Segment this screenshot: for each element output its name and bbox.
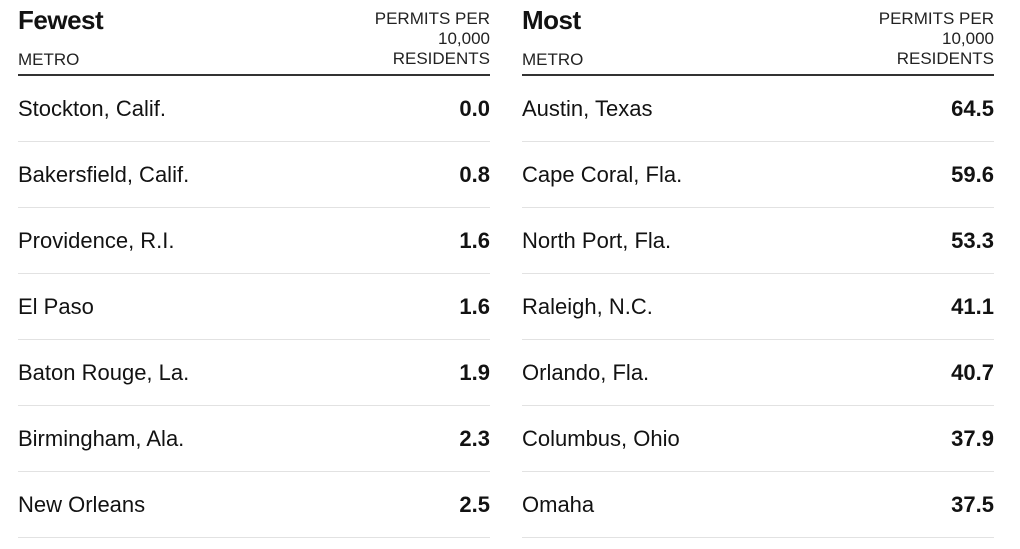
permits-value: 2.5 — [459, 491, 490, 517]
table-row: Baton Rouge, La. 1.9 — [18, 340, 490, 406]
permits-value: 41.1 — [951, 293, 994, 319]
permits-value: 1.9 — [459, 359, 490, 385]
permits-value: 40.7 — [951, 359, 994, 385]
most-table-header: Most METRO PERMITS PER 10,000 RESIDENTS — [522, 4, 994, 76]
permits-value: 37.5 — [951, 491, 994, 517]
table-row: North Port, Fla. 53.3 — [522, 208, 994, 274]
permit-tables: Fewest METRO PERMITS PER 10,000 RESIDENT… — [18, 4, 994, 538]
permits-value: 37.9 — [951, 425, 994, 451]
fewest-table-header: Fewest METRO PERMITS PER 10,000 RESIDENT… — [18, 4, 490, 76]
table-row: El Paso 1.6 — [18, 274, 490, 340]
fewest-table-rows: Stockton, Calif. 0.0 Bakersfield, Calif.… — [18, 76, 490, 538]
metro-name: Bakersfield, Calif. — [18, 161, 190, 187]
metro-name: Columbus, Ohio — [522, 425, 680, 451]
permits-value: 59.6 — [951, 161, 994, 187]
metro-name: Orlando, Fla. — [522, 359, 650, 385]
permits-value: 53.3 — [951, 227, 994, 253]
metro-name: North Port, Fla. — [522, 227, 672, 253]
table-row: Raleigh, N.C. 41.1 — [522, 274, 994, 340]
table-row: Bakersfield, Calif. 0.8 — [18, 142, 490, 208]
most-permits-column-header: PERMITS PER 10,000 RESIDENTS — [878, 9, 994, 68]
metro-name: Austin, Texas — [522, 95, 653, 121]
permits-value: 1.6 — [459, 293, 490, 319]
metro-name: Providence, R.I. — [18, 227, 175, 253]
most-table-title: Most — [522, 5, 581, 35]
metro-name: Stockton, Calif. — [18, 95, 166, 121]
fewest-permits-column-header: PERMITS PER 10,000 RESIDENTS — [374, 9, 490, 68]
table-row: Orlando, Fla. 40.7 — [522, 340, 994, 406]
table-row: Birmingham, Ala. 2.3 — [18, 406, 490, 472]
table-row: Austin, Texas 64.5 — [522, 76, 994, 142]
table-row: Cape Coral, Fla. 59.6 — [522, 142, 994, 208]
table-row: Providence, R.I. 1.6 — [18, 208, 490, 274]
fewest-table-title: Fewest — [18, 5, 104, 35]
permits-value: 0.0 — [459, 95, 490, 121]
permits-value: 1.6 — [459, 227, 490, 253]
table-row: Omaha 37.5 — [522, 472, 994, 538]
permits-value: 2.3 — [459, 425, 490, 451]
table-row: New Orleans 2.5 — [18, 472, 490, 538]
most-table-rows: Austin, Texas 64.5 Cape Coral, Fla. 59.6… — [522, 76, 994, 538]
fewest-table: Fewest METRO PERMITS PER 10,000 RESIDENT… — [18, 4, 490, 538]
metro-name: Birmingham, Ala. — [18, 425, 185, 451]
metro-name: El Paso — [18, 293, 94, 319]
metro-name: New Orleans — [18, 491, 146, 517]
metro-name: Cape Coral, Fla. — [522, 161, 683, 187]
permits-value: 0.8 — [459, 161, 490, 187]
fewest-metro-column-header: METRO — [18, 50, 80, 69]
metro-name: Raleigh, N.C. — [522, 293, 653, 319]
table-row: Stockton, Calif. 0.0 — [18, 76, 490, 142]
metro-name: Omaha — [522, 491, 595, 517]
table-row: Columbus, Ohio 37.9 — [522, 406, 994, 472]
most-table: Most METRO PERMITS PER 10,000 RESIDENTS … — [522, 4, 994, 538]
most-metro-column-header: METRO — [522, 50, 584, 69]
metro-name: Baton Rouge, La. — [18, 359, 190, 385]
permits-value: 64.5 — [951, 95, 994, 121]
